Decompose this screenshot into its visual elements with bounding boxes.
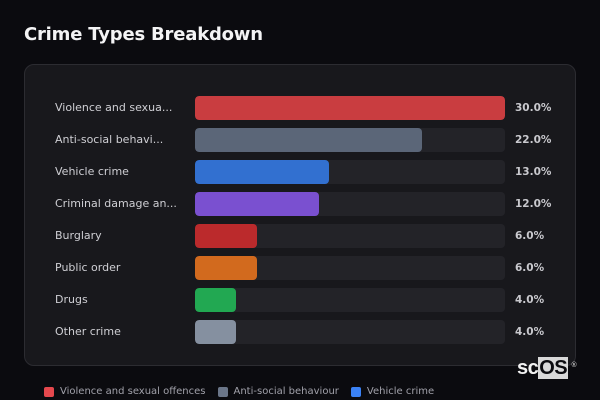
bar-fill[interactable] (195, 128, 423, 152)
bar-label: Vehicle crime (55, 165, 129, 178)
bar-value-label: 6.0% (515, 262, 545, 274)
bar-track (195, 224, 505, 248)
bar-value-label: 22.0% (515, 134, 552, 146)
bar-value-label: 12.0% (515, 198, 552, 210)
bar-label: Burglary (55, 229, 102, 242)
bar-track (195, 96, 505, 120)
bar-track (195, 288, 505, 312)
bar-track (195, 160, 505, 184)
chart-card: Violence and sexua... 30.0% Anti-social be… (24, 64, 576, 366)
bar-fill[interactable] (195, 288, 237, 312)
bar-row: Public order 6.0% (25, 256, 575, 280)
legend-item[interactable]: Violence and sexual offences (44, 386, 206, 397)
bar-fill[interactable] (195, 256, 257, 280)
bar-value-label: 4.0% (515, 294, 545, 306)
legend-label: Vehicle crime (366, 386, 435, 397)
bar-label: Drugs (55, 293, 88, 306)
bar-value-label: 30.0% (515, 102, 552, 114)
legend-swatch-icon (350, 386, 361, 397)
bar-label: Other crime (55, 325, 121, 338)
bar-label: Public order (55, 261, 121, 274)
bar-fill[interactable] (195, 192, 319, 216)
legend-swatch-icon (44, 386, 54, 397)
watermark-prefix: sc (517, 357, 539, 379)
watermark-boxed: OS (538, 357, 569, 379)
bar-label: Criminal damage an... (55, 197, 177, 210)
bar-track (195, 128, 505, 152)
bar-row: Drugs 4.0% (25, 288, 575, 312)
bar-fill[interactable] (195, 160, 330, 184)
chart-title: Crime Types Breakdown (24, 24, 263, 45)
legend-label: Anti-social behaviour (233, 386, 339, 397)
legend-label: Violence and sexual offences (60, 386, 206, 397)
bar-fill[interactable] (195, 96, 505, 120)
bar-label: Anti-social behavi... (55, 133, 164, 146)
bar-row: Other crime 4.0% (25, 320, 575, 344)
bar-label: Violence and sexua... (55, 101, 173, 114)
scos-watermark-logo: scOS ® (517, 357, 577, 379)
bar-track (195, 192, 505, 216)
legend-swatch-icon (217, 386, 228, 397)
bar-value-label: 6.0% (515, 230, 545, 242)
bar-fill[interactable] (195, 224, 257, 248)
chart-legend: Violence and sexual offences Anti-social … (44, 386, 434, 397)
bar-row: Criminal damage an... 12.0% (25, 192, 575, 216)
legend-item[interactable]: Vehicle crime (350, 386, 435, 397)
bar-fill[interactable] (195, 320, 237, 344)
bar-value-label: 13.0% (515, 166, 552, 178)
bar-value-label: 4.0% (515, 326, 545, 338)
bar-track (195, 256, 505, 280)
legend-item[interactable]: Anti-social behaviour (217, 386, 339, 397)
bar-track (195, 320, 505, 344)
bar-row: Burglary 6.0% (25, 224, 575, 248)
registered-mark-icon: ® (571, 362, 577, 369)
bar-row: Violence and sexua... 30.0% (25, 96, 575, 120)
bar-row: Anti-social behavi... 22.0% (25, 128, 575, 152)
bar-row: Vehicle crime 13.0% (25, 160, 575, 184)
